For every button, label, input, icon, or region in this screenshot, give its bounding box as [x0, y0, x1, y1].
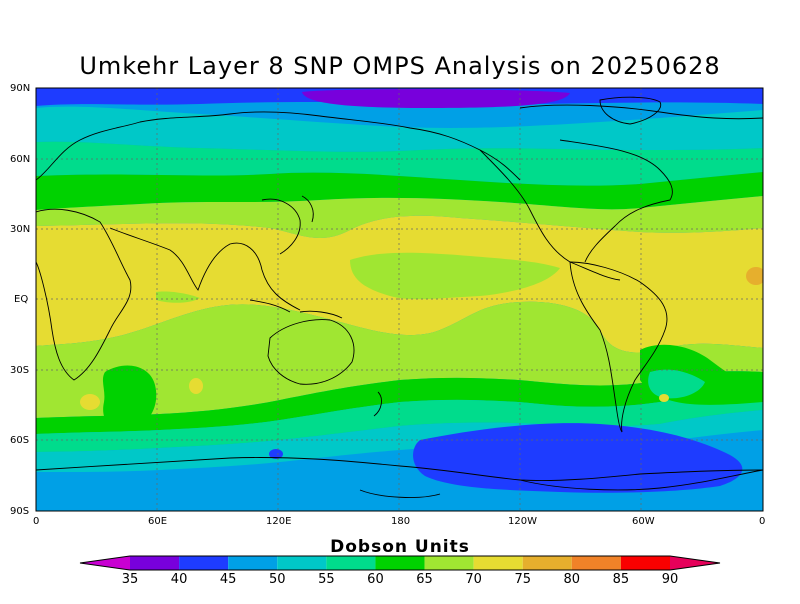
lat-label-90s: 90S [10, 506, 30, 517]
spot-45-b [269, 449, 283, 459]
spot-80 [746, 267, 763, 285]
colorbar-outline [79, 555, 721, 571]
colorbar-swatch [130, 556, 180, 570]
lon-label-0: 0 [33, 516, 40, 527]
lon-label-60e: 60E [148, 516, 168, 527]
colorbar-title: Dobson Units [330, 537, 470, 557]
coastlines [36, 96, 763, 498]
plot-border [35, 87, 764, 512]
band-north-65 [36, 172, 763, 210]
band-south-60 [36, 392, 763, 452]
colorbar-level-label: 65 [416, 572, 433, 587]
colorbar-level-label: 80 [563, 572, 581, 587]
band-north-40 [302, 89, 570, 108]
band-pacific-70 [350, 252, 560, 300]
band-north-55 [36, 106, 763, 152]
lat-label-30n: 30N [10, 224, 31, 235]
band-south-55 [36, 410, 763, 472]
lat-label-eq: EQ [14, 294, 29, 305]
band-south-70 [36, 301, 763, 418]
lat-label-60s: 60S [10, 435, 30, 446]
colorbar-level-label: 40 [170, 572, 188, 587]
colorbar-level-label: 35 [121, 572, 139, 587]
colorbar-swatch-max [670, 556, 720, 570]
colorbar-swatch [473, 556, 523, 570]
colorbar-level-label: 50 [268, 572, 286, 587]
lon-label-60w: 60W [632, 516, 655, 527]
band-north-60 [36, 141, 763, 186]
band-indian-70 [156, 291, 200, 303]
band-south-45 [413, 423, 743, 493]
band-north-70 [36, 196, 763, 238]
lat-label-60n: 60N [10, 154, 31, 165]
colorbar [79, 555, 721, 571]
colorbar-level-label: 85 [612, 572, 630, 587]
colorbar-level-label: 55 [318, 572, 335, 587]
colorbar-level-label: 60 [367, 572, 384, 587]
colorbar-level-label: 70 [465, 572, 482, 587]
colorbar-level-label: 90 [661, 572, 679, 587]
lat-label-30s: 30S [10, 365, 30, 376]
colorbar-level-label: 45 [219, 572, 237, 587]
chart-title: Umkehr Layer 8 SNP OMPS Analysis on 2025… [79, 52, 721, 80]
colorbar-swatch [228, 556, 278, 570]
colorbar-swatch [375, 556, 425, 570]
colorbar-swatch [620, 556, 670, 570]
lon-label-120e: 120E [266, 516, 292, 527]
band-south-65 [36, 371, 763, 434]
lobe-south-atlantic-65 [102, 365, 157, 431]
spot-75-c [659, 394, 669, 402]
spot-75-b [189, 378, 203, 394]
lobe-argentina-60 [648, 369, 705, 399]
lon-label-180: 180 [391, 516, 411, 527]
color-fill [36, 88, 763, 511]
colorbar-swatch [571, 556, 621, 570]
colorbar-swatch [179, 556, 229, 570]
spot-75-a [80, 394, 100, 410]
lon-label-0-right: 0 [759, 516, 766, 527]
colorbar-swatch [326, 556, 376, 570]
lon-label-120w: 120W [508, 516, 537, 527]
lat-label-90n: 90N [10, 83, 31, 94]
colorbar-swatch [424, 556, 474, 570]
colorbar-level-label: 75 [514, 572, 531, 587]
colorbar-swatch [277, 556, 327, 570]
colorbar-swatch-min [80, 556, 130, 570]
colorbar-swatch [522, 556, 572, 570]
